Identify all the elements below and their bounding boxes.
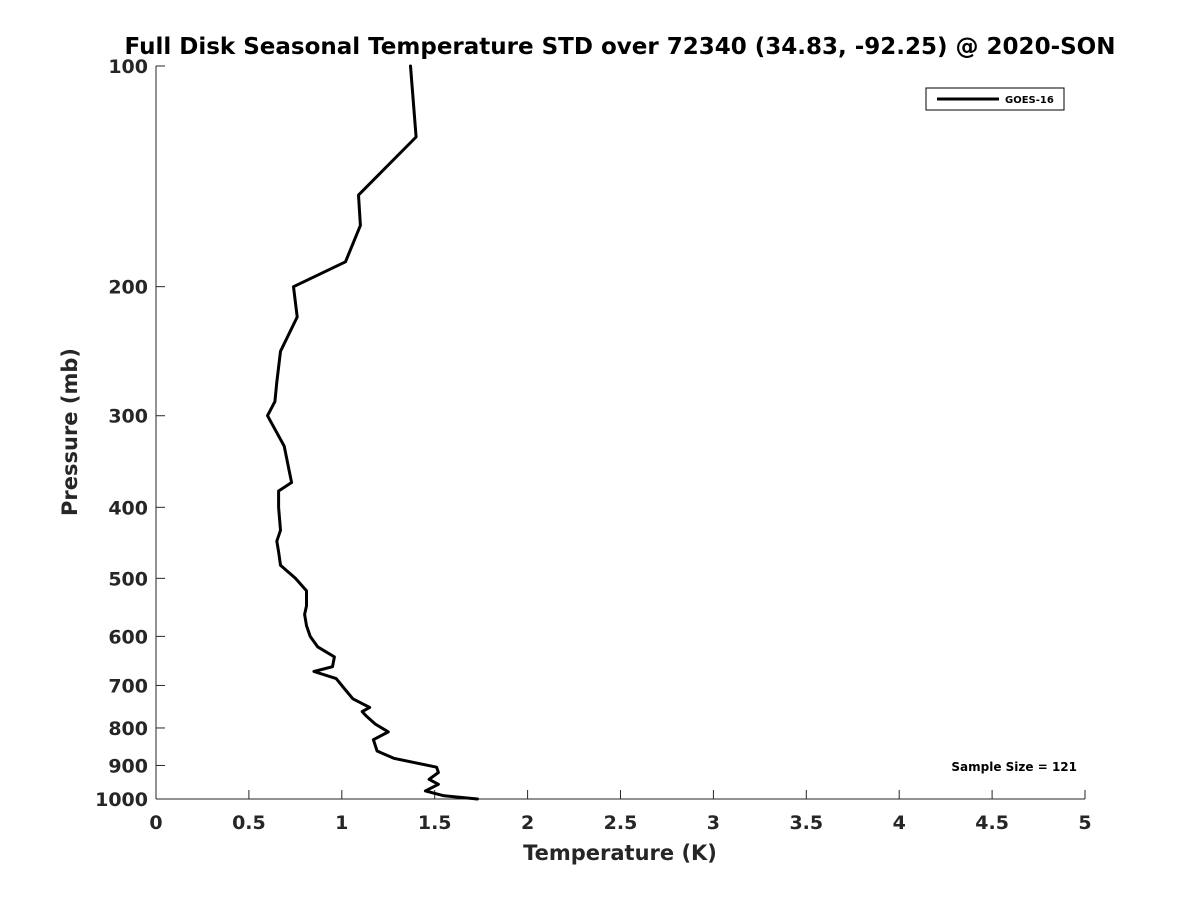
x-tick-label: 2: [521, 812, 534, 834]
y-tick-label: 1000: [95, 789, 148, 811]
x-tick-label: 1.5: [418, 812, 452, 834]
x-tick-label: 4: [893, 812, 906, 834]
y-tick-label: 300: [108, 406, 148, 428]
x-axis-label: Temperature (K): [523, 841, 717, 865]
sample-size-annotation: Sample Size = 121: [951, 760, 1077, 774]
y-tick-label: 200: [108, 277, 148, 299]
x-tick-label: 4.5: [975, 812, 1009, 834]
y-tick-label: 900: [108, 755, 148, 777]
y-axis-label: Pressure (mb): [58, 348, 82, 516]
x-tick-label: 3.5: [789, 812, 823, 834]
y-tick-label: 100: [108, 56, 148, 78]
x-tick-label: 3: [707, 812, 720, 834]
chart-title: Full Disk Seasonal Temperature STD over …: [125, 34, 1116, 60]
x-tick-label: 2.5: [604, 812, 638, 834]
y-tick-label: 400: [108, 497, 148, 519]
series-line-goes16: [266, 64, 479, 801]
x-tick-label: 5: [1078, 812, 1091, 834]
legend: GOES-16: [925, 87, 1065, 111]
y-tick-label: 800: [108, 718, 148, 740]
plot-area: 0 0.5 1 1.5 2 2.5 3 3.5 4 4.5 5 100 200 300 400 500 600 7…: [95, 56, 1092, 834]
x-tick-label: 0.5: [232, 812, 266, 834]
x-tick-label: 1: [335, 812, 348, 834]
legend-label-goes16: GOES-16: [1005, 95, 1054, 106]
y-tick-label: 700: [108, 675, 148, 697]
x-tick-label: 0: [149, 812, 162, 834]
y-tick-label: 500: [108, 568, 148, 590]
y-tick-label: 600: [108, 626, 148, 648]
